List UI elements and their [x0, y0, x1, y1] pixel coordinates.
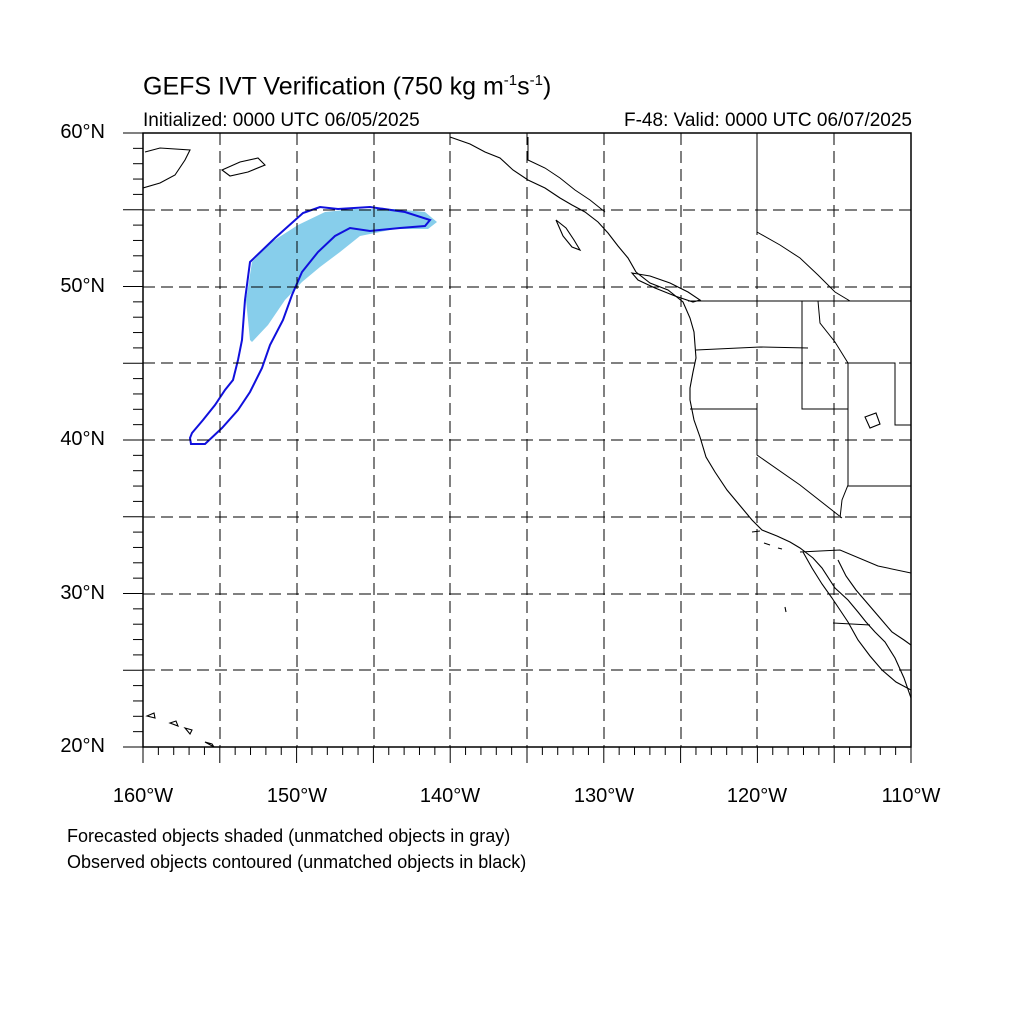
great-salt-lake	[864, 412, 881, 429]
california-nevada-border	[690, 408, 843, 519]
chart-title: GEFS IVT Verification (750 kg m-1s-1)	[143, 72, 552, 101]
y-tick-label-40n: 40°N	[60, 428, 105, 450]
montana-border	[817, 300, 849, 364]
x-tick-label-110w: 110°W	[881, 785, 941, 807]
baja-state-border	[832, 622, 871, 626]
observed-object-contour	[188, 205, 432, 445]
forecast-object-shading	[246, 209, 437, 342]
y-tick-label-20n: 20°N	[60, 735, 105, 757]
alaska-canada-border	[527, 137, 606, 213]
nevada-utah-border	[839, 409, 849, 519]
cook-inlet-coastline	[220, 157, 266, 177]
hawaii-islands	[145, 712, 215, 747]
gulf-of-california-coastline	[837, 559, 911, 646]
haida-gwaii	[555, 219, 582, 252]
initialized-time: Initialized: 0000 UTC 06/05/2025	[143, 110, 420, 131]
alaska-coastline	[143, 147, 191, 189]
political-boundaries	[527, 133, 911, 626]
legend-observed-note: Observed objects contoured (unmatched ob…	[67, 852, 527, 872]
y-tick-label-50n: 50°N	[60, 275, 105, 297]
us-mexico-border	[799, 549, 911, 574]
x-tick-label-160w: 160°W	[112, 785, 174, 807]
valid-time: F-48: Valid: 0000 UTC 06/07/2025	[624, 110, 912, 131]
legend-forecast-note: Forecasted objects shaded (unmatched obj…	[67, 826, 511, 846]
axis-ticks	[123, 132, 912, 763]
oregon-washington-border	[695, 346, 809, 351]
north-america-coastline	[449, 136, 911, 699]
channel-islands	[751, 530, 783, 550]
x-tick-label-140w: 140°W	[419, 785, 481, 807]
x-tick-label-150w: 150°W	[266, 785, 328, 807]
y-tick-label-30n: 30°N	[60, 582, 105, 604]
coastlines	[143, 136, 911, 747]
baja-california-coastline	[802, 551, 911, 691]
y-tick-label-60n: 60°N	[60, 121, 105, 143]
guadalupe-island	[784, 606, 787, 613]
graticule	[143, 133, 911, 747]
x-tick-label-120w: 120°W	[726, 785, 788, 807]
x-tick-label-130w: 130°W	[573, 785, 635, 807]
canada-province-border	[756, 133, 851, 302]
